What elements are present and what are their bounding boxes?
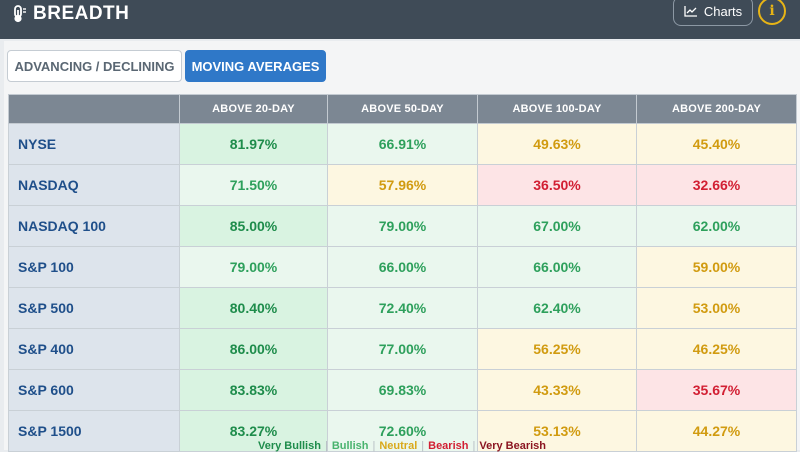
tab-advancing-declining[interactable]: ADVANCING / DECLINING: [7, 50, 182, 82]
table-header-row: ABOVE 20-DAY ABOVE 50-DAY ABOVE 100-DAY …: [8, 94, 797, 124]
value-cell-20-day: 81.97%: [179, 123, 328, 165]
index-name-cell[interactable]: NYSE: [8, 123, 180, 165]
header-bar: BREADTH Charts i: [0, 0, 800, 39]
value-cell-50-day: 72.60%: [327, 410, 478, 452]
index-name-cell[interactable]: S&P 500: [8, 287, 180, 329]
index-name-cell[interactable]: NASDAQ: [8, 164, 180, 206]
legend-bearish: Bearish: [428, 440, 469, 452]
sentiment-legend: Very Bullish | Bullish | Neutral | Bearish | Ver…: [4, 440, 800, 452]
legend-separator: |: [421, 440, 425, 452]
value-cell-20-day: 83.27%: [179, 410, 328, 452]
value-cell-200-day: 35.67%: [636, 369, 797, 411]
legend-separator: |: [472, 440, 476, 452]
value-cell-20-day: 83.83%: [179, 369, 328, 411]
value-cell-100-day: 49.63%: [477, 123, 637, 165]
value-cell-20-day: 86.00%: [179, 328, 328, 370]
thermometer-icon: [14, 5, 26, 23]
value-cell-200-day: 62.00%: [636, 205, 797, 247]
value-cell-100-day: 62.40%: [477, 287, 637, 329]
legend-neutral: Neutral: [379, 440, 418, 452]
value-cell-50-day: 72.40%: [327, 287, 478, 329]
value-cell-100-day: 43.33%: [477, 369, 637, 411]
page-title: BREADTH: [33, 3, 130, 24]
breadth-table: ABOVE 20-DAY ABOVE 50-DAY ABOVE 100-DAY …: [8, 94, 797, 452]
column-header-index: [8, 94, 180, 124]
value-cell-50-day: 57.96%: [327, 164, 478, 206]
legend-very-bullish: Very Bullish: [257, 440, 321, 452]
breadth-panel: ADVANCING / DECLINING MOVING AVERAGES AB…: [4, 41, 800, 452]
value-cell-200-day: 32.66%: [636, 164, 797, 206]
index-name-cell[interactable]: S&P 1500: [8, 410, 180, 452]
table-row: S&P 600 83.83% 69.83% 43.33% 35.67%: [8, 369, 797, 411]
value-cell-100-day: 66.00%: [477, 246, 637, 288]
charts-button-label: Charts: [703, 3, 743, 19]
value-cell-200-day: 46.25%: [636, 328, 797, 370]
value-cell-50-day: 69.83%: [327, 369, 478, 411]
value-cell-100-day: 56.25%: [477, 328, 637, 370]
value-cell-20-day: 80.40%: [179, 287, 328, 329]
value-cell-20-day: 85.00%: [179, 205, 328, 247]
charts-button[interactable]: Charts: [673, 0, 753, 26]
line-chart-icon: [684, 6, 697, 17]
value-cell-200-day: 59.00%: [636, 246, 797, 288]
table-row: NASDAQ 71.50% 57.96% 36.50% 32.66%: [8, 164, 797, 206]
column-header-200-day[interactable]: ABOVE 200-DAY: [636, 94, 797, 124]
value-cell-20-day: 71.50%: [179, 164, 328, 206]
tab-moving-averages[interactable]: MOVING AVERAGES: [185, 50, 326, 82]
table-row: NASDAQ 100 85.00% 79.00% 67.00% 62.00%: [8, 205, 797, 247]
table-row: NYSE 81.97% 66.91% 49.63% 45.40%: [8, 123, 797, 165]
brand: BREADTH: [10, 0, 129, 28]
legend-bullish: Bullish: [331, 440, 369, 452]
info-icon[interactable]: i: [758, 0, 786, 25]
value-cell-100-day: 67.00%: [477, 205, 637, 247]
value-cell-200-day: 44.27%: [636, 410, 797, 452]
column-header-50-day[interactable]: ABOVE 50-DAY: [327, 94, 478, 124]
value-cell-50-day: 77.00%: [327, 328, 478, 370]
value-cell-200-day: 53.00%: [636, 287, 797, 329]
index-name-cell[interactable]: NASDAQ 100: [8, 205, 180, 247]
value-cell-200-day: 45.40%: [636, 123, 797, 165]
value-cell-50-day: 79.00%: [327, 205, 478, 247]
column-header-20-day[interactable]: ABOVE 20-DAY: [179, 94, 328, 124]
value-cell-100-day: 36.50%: [477, 164, 637, 206]
value-cell-100-day: 53.13%: [477, 410, 637, 452]
table-row: S&P 400 86.00% 77.00% 56.25% 46.25%: [8, 328, 797, 370]
value-cell-20-day: 79.00%: [179, 246, 328, 288]
table-row: S&P 500 80.40% 72.40% 62.40% 53.00%: [8, 287, 797, 329]
value-cell-50-day: 66.00%: [327, 246, 478, 288]
column-header-100-day[interactable]: ABOVE 100-DAY: [477, 94, 637, 124]
index-name-cell[interactable]: S&P 100: [8, 246, 180, 288]
legend-separator: |: [324, 440, 328, 452]
legend-very-bearish: Very Bearish: [479, 440, 546, 452]
table-row: S&P 100 79.00% 66.00% 66.00% 59.00%: [8, 246, 797, 288]
legend-separator: |: [372, 440, 376, 452]
index-name-cell[interactable]: S&P 400: [8, 328, 180, 370]
table-row: S&P 1500 83.27% 72.60% 53.13% 44.27%: [8, 410, 797, 452]
value-cell-50-day: 66.91%: [327, 123, 478, 165]
index-name-cell[interactable]: S&P 600: [8, 369, 180, 411]
